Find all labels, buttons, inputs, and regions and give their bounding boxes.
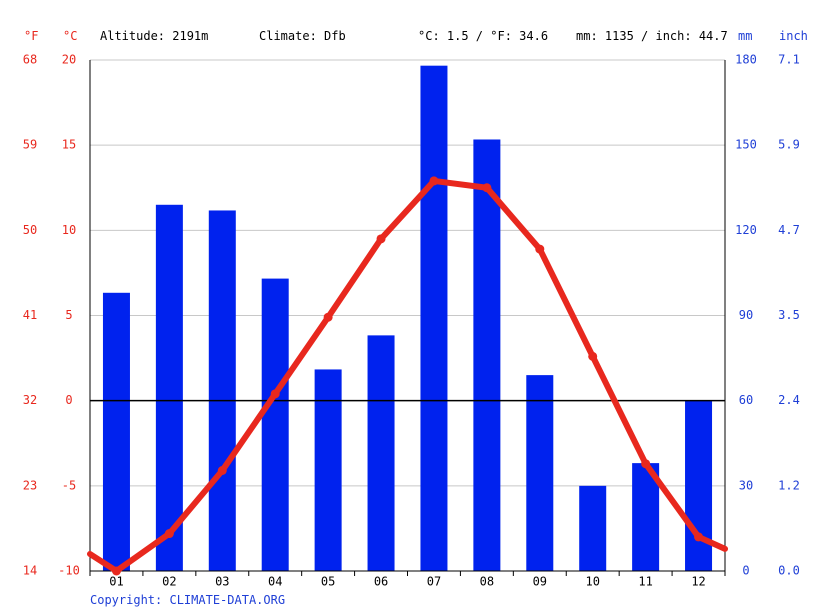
- mm-tick-label: 180: [735, 53, 757, 67]
- altitude-label: Altitude: 2191m: [100, 29, 208, 43]
- mm-tick-label: 60: [739, 393, 753, 407]
- inch-tick-label: 0.0: [778, 564, 800, 578]
- grid-lines: [90, 59, 725, 572]
- mm-tick-label: 30: [739, 478, 753, 492]
- temperature-point: [694, 532, 704, 542]
- temperature-point: [482, 183, 492, 193]
- precipitation-bars: [102, 65, 713, 572]
- inch-tick-label: 1.2: [778, 478, 800, 492]
- mm-tick-label: 0: [742, 564, 749, 578]
- fahrenheit-tick-label: 50: [23, 223, 37, 237]
- fahrenheit-tick-label: 23: [23, 478, 37, 492]
- month-tick-label: 05: [321, 575, 335, 589]
- inch-tick-label: 2.4: [778, 393, 800, 407]
- celsius-tick-label: -10: [58, 564, 80, 578]
- celsius-tick-label: 15: [62, 138, 76, 152]
- temperature-point: [641, 459, 651, 469]
- axes: [89, 60, 726, 576]
- precipitation-bar: [102, 292, 130, 571]
- fahrenheit-tick-label: 32: [23, 393, 37, 407]
- temperature-point: [429, 176, 439, 186]
- celsius-tick-label: 0: [65, 393, 72, 407]
- mm-tick-label: 150: [735, 138, 757, 152]
- fahrenheit-tick-label: 14: [23, 564, 37, 578]
- unit-fahrenheit-label: °F: [24, 29, 38, 43]
- precipitation-bar: [367, 335, 395, 571]
- unit-inch-label: inch: [779, 29, 808, 43]
- temperature-point: [164, 529, 174, 539]
- inch-tick-label: 5.9: [778, 138, 800, 152]
- month-tick-label: 09: [533, 575, 547, 589]
- fahrenheit-tick-label: 41: [23, 308, 37, 322]
- precipitation-bar: [314, 369, 342, 571]
- tick-labels: 68 20 180 7.159 15 150 5.950 10 120 4.741 5 90 3.532…: [23, 53, 800, 589]
- precipitation-bar: [473, 139, 501, 571]
- unit-mm-label: mm: [738, 29, 752, 43]
- precipitation-bar: [261, 278, 289, 571]
- month-tick-label: 04: [268, 575, 282, 589]
- temperature-average-label: °C: 1.5 / °F: 34.6: [418, 29, 548, 43]
- month-tick-label: 12: [691, 575, 705, 589]
- month-tick-label: 07: [427, 575, 441, 589]
- temperature-line: [87, 176, 728, 576]
- precipitation-bar: [685, 400, 713, 571]
- precipitation-total-label: mm: 1135 / inch: 44.7: [576, 29, 728, 43]
- celsius-tick-label: 10: [62, 223, 76, 237]
- temperature-point: [588, 351, 598, 361]
- copyright-link[interactable]: Copyright: CLIMATE-DATA.ORG: [90, 593, 285, 607]
- month-tick-label: 06: [374, 575, 388, 589]
- climate-label: Climate: Dfb: [259, 29, 346, 43]
- inch-tick-label: 4.7: [778, 223, 800, 237]
- precipitation-bar: [155, 204, 183, 572]
- mm-tick-label: 90: [739, 308, 753, 322]
- month-tick-label: 11: [638, 575, 652, 589]
- temperature-point: [535, 244, 545, 254]
- temperature-point: [217, 466, 227, 476]
- temperature-series-line: [87, 177, 728, 574]
- month-tick-label: 03: [215, 575, 229, 589]
- celsius-tick-label: 5: [65, 308, 72, 322]
- unit-celsius-label: °C: [63, 29, 77, 43]
- celsius-tick-label: -5: [62, 478, 76, 492]
- month-tick-label: 02: [162, 575, 176, 589]
- temperature-point: [270, 389, 280, 399]
- fahrenheit-tick-label: 68: [23, 53, 37, 67]
- month-tick-label: 08: [480, 575, 494, 589]
- precipitation-bar: [526, 375, 554, 571]
- temperature-point: [323, 312, 333, 322]
- inch-tick-label: 7.1: [778, 53, 800, 67]
- fahrenheit-tick-label: 59: [23, 138, 37, 152]
- temperature-point: [376, 234, 386, 244]
- mm-tick-label: 120: [735, 223, 757, 237]
- temperature-point: [111, 566, 121, 576]
- precipitation-bar: [208, 210, 236, 571]
- precipitation-bar: [420, 65, 448, 571]
- month-tick-label: 01: [109, 575, 123, 589]
- month-tick-label: 10: [585, 575, 599, 589]
- celsius-tick-label: 20: [62, 53, 76, 67]
- precipitation-bar: [579, 485, 607, 571]
- inch-tick-label: 3.5: [778, 308, 800, 322]
